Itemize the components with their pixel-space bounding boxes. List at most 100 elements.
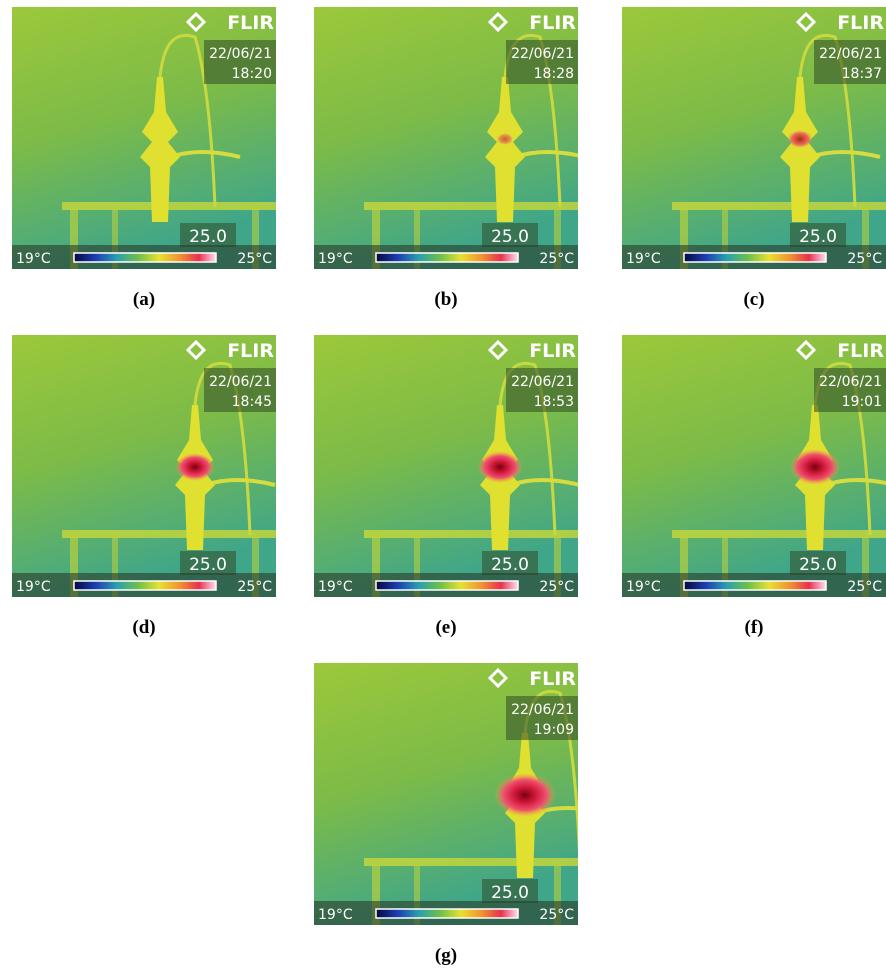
date: 22/06/21: [819, 374, 882, 390]
time: 18:28: [534, 66, 574, 82]
date: 22/06/21: [511, 46, 574, 62]
caption: (g): [434, 945, 458, 966]
logo: FLIR: [529, 668, 576, 690]
frame-bar: [672, 530, 886, 538]
time: 18:45: [232, 394, 272, 410]
hotspot: [787, 130, 813, 148]
scale-min: 19°C: [626, 579, 661, 595]
logo: FLIR: [529, 12, 576, 34]
thermal-image: FLIR 22/06/21 18:37 25.0 19°C 25°C: [622, 7, 886, 269]
color-bar: [375, 580, 519, 591]
time: 19:09: [534, 722, 574, 738]
frame-bar: [364, 530, 578, 538]
hotspot: [477, 451, 523, 483]
thermal-image: FLIR 22/06/21 19:09 25.0 19°C 25°C: [314, 663, 578, 925]
frame-leg: [372, 205, 380, 269]
info-box: [506, 368, 578, 412]
scale-max: 25°C: [847, 579, 882, 595]
frame-leg: [414, 533, 420, 597]
scale-max: 25°C: [539, 907, 574, 923]
scale-min: 19°C: [318, 579, 353, 595]
info-box: [506, 40, 578, 84]
logo: FLIR: [227, 12, 274, 34]
info-box: [506, 696, 578, 740]
thermal-image: FLIR 22/06/21 18:20 25.0 19°C 25°C: [12, 7, 276, 269]
thermal-image: FLIR 22/06/21 18:53 25.0 19°C 25°C: [314, 335, 578, 597]
scale-max: 25°C: [847, 251, 882, 267]
info-box: [204, 368, 276, 412]
scale-min: 19°C: [16, 579, 51, 595]
info-box: [814, 368, 886, 412]
hotspot: [175, 453, 215, 481]
frame-bar: [672, 202, 886, 210]
color-bar: [375, 908, 519, 919]
frame-leg: [372, 861, 380, 925]
frame-bar: [364, 858, 578, 866]
scale-max: 25°C: [539, 251, 574, 267]
frame-leg: [252, 205, 259, 269]
spot-temp: 25.0: [491, 227, 529, 247]
date: 22/06/21: [511, 374, 574, 390]
logo-icon: [185, 11, 207, 33]
color-bar: [375, 252, 519, 263]
logo-icon: [487, 11, 509, 33]
frame-leg: [862, 533, 869, 597]
info-box: [814, 40, 886, 84]
logo-icon: [795, 11, 817, 33]
frame-leg: [722, 205, 728, 269]
logo: FLIR: [837, 12, 884, 34]
logo-icon: [185, 339, 207, 361]
spot-box: [790, 223, 846, 247]
frame-bar: [62, 202, 276, 210]
frame-leg: [722, 533, 728, 597]
insulator: [485, 77, 525, 222]
color-bar: [683, 580, 827, 591]
caption: (b): [434, 289, 458, 310]
date: 22/06/21: [209, 46, 272, 62]
frame-leg: [372, 533, 380, 597]
scale-min: 19°C: [318, 907, 353, 923]
spot-temp: 25.0: [491, 555, 529, 575]
frame-leg: [112, 533, 118, 597]
frame-leg: [252, 533, 259, 597]
thermal-image: FLIR 22/06/21 19:01 25.0 19°C 25°C: [622, 335, 886, 597]
frame-leg: [862, 205, 869, 269]
time: 18:20: [232, 66, 272, 82]
frame-leg: [112, 205, 118, 269]
caption: (a): [132, 289, 156, 310]
date: 22/06/21: [819, 46, 882, 62]
spot-temp: 25.0: [799, 227, 837, 247]
frame-leg: [680, 533, 688, 597]
color-bar: [683, 252, 827, 263]
logo: FLIR: [529, 340, 576, 362]
caption: (e): [435, 617, 457, 638]
frame-leg: [414, 861, 420, 925]
logo: FLIR: [837, 340, 884, 362]
hotspot: [789, 449, 841, 485]
insulator: [140, 77, 180, 222]
thermal-image: FLIR 22/06/21 18:45 25.0 19°C 25°C: [12, 335, 276, 597]
spot-box: [482, 879, 538, 903]
frame-bar: [62, 530, 276, 538]
thermal-image: FLIR 22/06/21 18:28 25.0 19°C 25°C: [314, 7, 578, 269]
frame-leg: [554, 533, 561, 597]
spot-box: [482, 223, 538, 247]
logo-icon: [795, 339, 817, 361]
spot-box: [180, 551, 236, 575]
scale-max: 25°C: [237, 579, 272, 595]
insulator: [780, 77, 820, 222]
frame-leg: [414, 205, 420, 269]
frame-leg: [680, 205, 688, 269]
frame-leg: [70, 533, 78, 597]
caption: (d): [132, 617, 156, 638]
scale-min: 19°C: [16, 251, 51, 267]
hotspot: [496, 133, 514, 145]
info-box: [204, 40, 276, 84]
caption: (f): [744, 617, 764, 638]
time: 18:37: [842, 66, 882, 82]
frame-leg: [70, 205, 78, 269]
scale-min: 19°C: [626, 251, 661, 267]
date: 22/06/21: [511, 702, 574, 718]
spot-temp: 25.0: [491, 883, 529, 903]
